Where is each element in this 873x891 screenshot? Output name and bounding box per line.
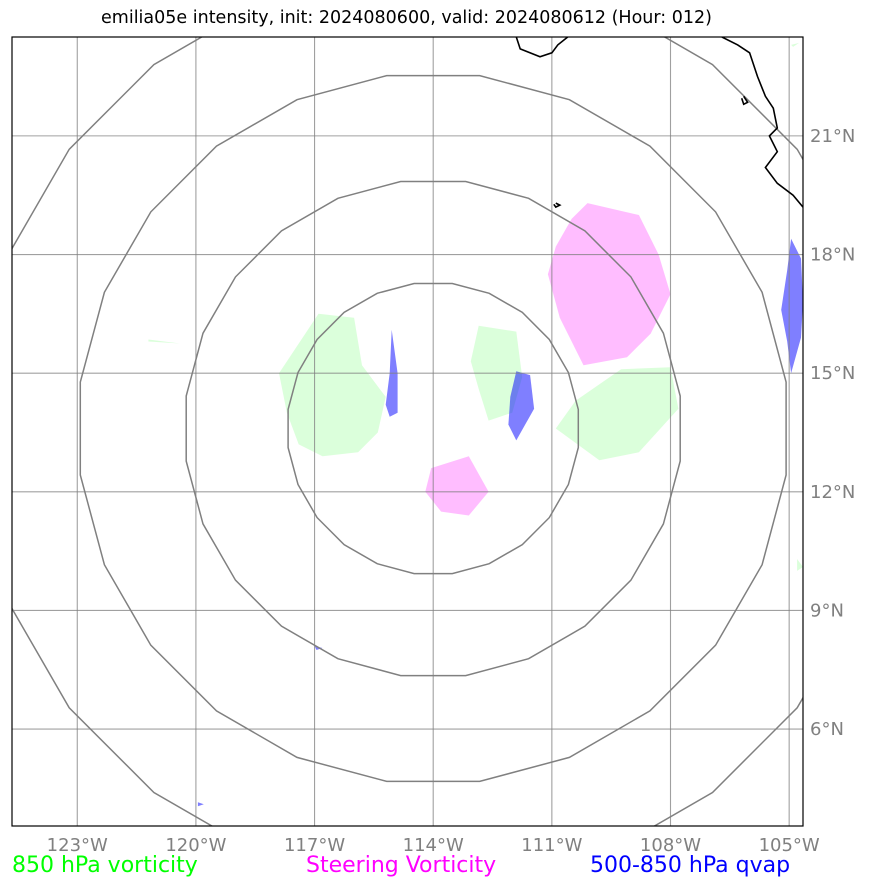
lon-tick-label: 114°W [403, 835, 464, 856]
distance-ring [287, 282, 580, 575]
lon-tick-label: 108°W [640, 835, 701, 856]
coastline-segment [515, 37, 569, 58]
coastline-segment [721, 37, 803, 208]
legend-qvap: 500-850 hPa qvap [590, 853, 791, 878]
lon-tick-label: 111°W [521, 835, 582, 856]
vorticity-850-area [797, 559, 803, 571]
distance-ring [79, 74, 787, 783]
qvap-area [508, 371, 535, 441]
lat-tick-labels: 6°N 9°N 12°N 15°N 18°N 21°N [810, 126, 855, 740]
qvap-area [197, 802, 204, 807]
coastline-segment [740, 95, 749, 106]
steering-vorticity-area [425, 456, 489, 516]
coastline [515, 37, 803, 209]
lon-tick-label: 120°W [165, 835, 226, 856]
lat-tick-label: 12°N [810, 482, 855, 503]
lon-tick-labels: 123°W 120°W 117°W 114°W 111°W 108°W 105°W [47, 835, 820, 856]
distance-ring [185, 180, 681, 677]
map-frame [11, 36, 804, 827]
lat-tick-label: 15°N [810, 363, 855, 384]
legend-steering-vorticity: Steering Vorticity [306, 853, 497, 878]
graticule [12, 37, 803, 826]
lon-tick-label: 117°W [284, 835, 345, 856]
steering-vorticity-area [547, 203, 671, 366]
lat-tick-label: 6°N [810, 719, 844, 740]
vorticity-850-area [148, 339, 181, 344]
lat-tick-label: 18°N [810, 245, 855, 266]
vorticity-850-area [279, 313, 386, 457]
qvap-area [781, 238, 803, 374]
vorticity-850-area [555, 367, 679, 461]
coastline-segment [553, 202, 562, 209]
qvap-area [273, 503, 275, 508]
vorticity-850-area [791, 42, 799, 47]
lat-tick-label: 9°N [810, 600, 844, 621]
lat-tick-label: 21°N [810, 126, 855, 147]
field-layer [148, 42, 803, 807]
legend-850-vorticity: 850 hPa vorticity [12, 853, 198, 878]
map-title: emilia05e intensity, init: 2024080600, v… [101, 8, 712, 28]
lon-tick-label: 123°W [47, 835, 108, 856]
lon-tick-label: 105°W [759, 835, 820, 856]
